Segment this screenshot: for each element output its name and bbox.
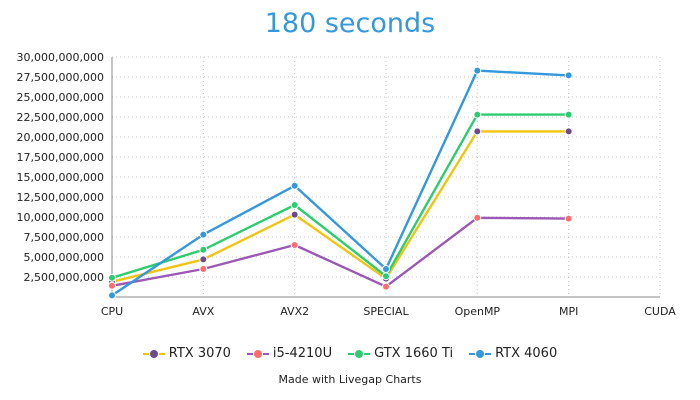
y-tick-label: 30,000,000,000 xyxy=(17,51,104,64)
y-tick-label: 10,000,000,000 xyxy=(17,211,104,224)
legend-item-rtx-4060[interactable]: RTX 4060 xyxy=(469,346,557,361)
legend-swatch-dot xyxy=(355,349,364,358)
legend-swatch-dot xyxy=(253,349,262,358)
series-lines xyxy=(108,66,573,300)
y-tick-label: 5,000,000,000 xyxy=(24,251,104,264)
series-line-rtx-4060 xyxy=(111,69,569,297)
legend-swatch xyxy=(469,349,492,359)
y-tick-label: 27,500,000,000 xyxy=(17,71,104,84)
data-point-rtx-4060[interactable] xyxy=(564,71,573,80)
data-point-rtx-4060[interactable] xyxy=(290,181,299,190)
y-tick-label: 20,000,000,000 xyxy=(17,131,104,144)
data-point-gtx-1660-ti[interactable] xyxy=(290,201,299,209)
x-tick-label: AVX xyxy=(192,305,214,318)
data-point-gtx-1660-ti[interactable] xyxy=(382,272,390,281)
legend-swatch xyxy=(142,349,165,359)
legend-item-rtx-3070[interactable]: RTX 3070 xyxy=(142,346,231,361)
legend: RTX 3070 i5-4210U GTX 1660 Ti RTX 4060 xyxy=(0,346,700,363)
x-tick-label: MPI xyxy=(559,305,578,318)
x-tick-label: CUDA xyxy=(644,305,676,318)
x-tick-label: OpenMP xyxy=(455,305,501,318)
data-point-gtx-1660-ti[interactable] xyxy=(473,110,482,119)
legend-swatch xyxy=(348,349,371,359)
data-point-rtx-4060[interactable] xyxy=(473,66,482,75)
axes xyxy=(111,57,660,298)
y-tick-label: 25,000,000,000 xyxy=(17,91,104,104)
data-point-i5-4210u[interactable] xyxy=(473,213,482,222)
series-line-rtx-3070 xyxy=(111,130,569,283)
data-point-rtx-4060[interactable] xyxy=(382,265,390,273)
data-point-gtx-1660-ti[interactable] xyxy=(199,245,208,254)
y-tick-label: 2,500,000,000 xyxy=(24,271,104,284)
legend-label: GTX 1660 Ti xyxy=(374,346,454,361)
data-point-gtx-1660-ti[interactable] xyxy=(108,273,116,282)
legend-item-gtx-1660-ti[interactable]: GTX 1660 Ti xyxy=(348,346,453,361)
credit-text: Made with Livegap Charts xyxy=(278,373,422,386)
x-tick-label: CPU xyxy=(101,305,123,318)
data-point-i5-4210u[interactable] xyxy=(564,214,573,223)
legend-swatch xyxy=(246,349,269,359)
data-point-rtx-4060[interactable] xyxy=(199,230,208,239)
legend-label: RTX 3070 xyxy=(168,346,231,361)
x-tick-label: SPECIAL xyxy=(363,305,409,318)
x-axis-ticks: CPU AVX AVX2 SPECIAL OpenMP MPI CUDA xyxy=(101,305,676,318)
y-tick-label: 17,500,000,000 xyxy=(17,151,104,164)
y-tick-label: 22,500,000,000 xyxy=(17,111,104,124)
legend-item-i5-4210u[interactable]: i5-4210U xyxy=(246,346,333,361)
data-point-gtx-1660-ti[interactable] xyxy=(564,110,573,119)
data-point-rtx-3070[interactable] xyxy=(199,255,208,264)
data-point-rtx-3070[interactable] xyxy=(473,127,482,136)
chart-title: 180 seconds xyxy=(264,8,436,39)
y-axis-ticks: 2,500,000,000 5,000,000,000 7,500,000,000 1… xyxy=(17,51,104,284)
legend-swatch-dot xyxy=(476,349,485,358)
legend-label: i5-4210U xyxy=(272,346,333,361)
y-tick-label: 15,000,000,000 xyxy=(17,171,104,184)
y-tick-label: 7,500,000,000 xyxy=(24,231,104,244)
data-point-i5-4210u[interactable] xyxy=(199,265,208,273)
data-point-i5-4210u[interactable] xyxy=(290,241,299,249)
data-point-rtx-4060[interactable] xyxy=(108,291,116,300)
data-point-i5-4210u[interactable] xyxy=(108,281,116,290)
data-point-i5-4210u[interactable] xyxy=(382,282,390,291)
legend-swatch-dot xyxy=(149,349,158,358)
data-point-rtx-3070[interactable] xyxy=(564,127,573,136)
series-line-i5-4210u xyxy=(111,216,569,288)
y-tick-label: 12,500,000,000 xyxy=(17,191,104,204)
legend-label: RTX 4060 xyxy=(495,346,558,361)
series-line-gtx-1660-ti xyxy=(111,113,569,279)
x-tick-label: AVX2 xyxy=(280,305,309,318)
data-point-rtx-3070[interactable] xyxy=(290,210,299,219)
